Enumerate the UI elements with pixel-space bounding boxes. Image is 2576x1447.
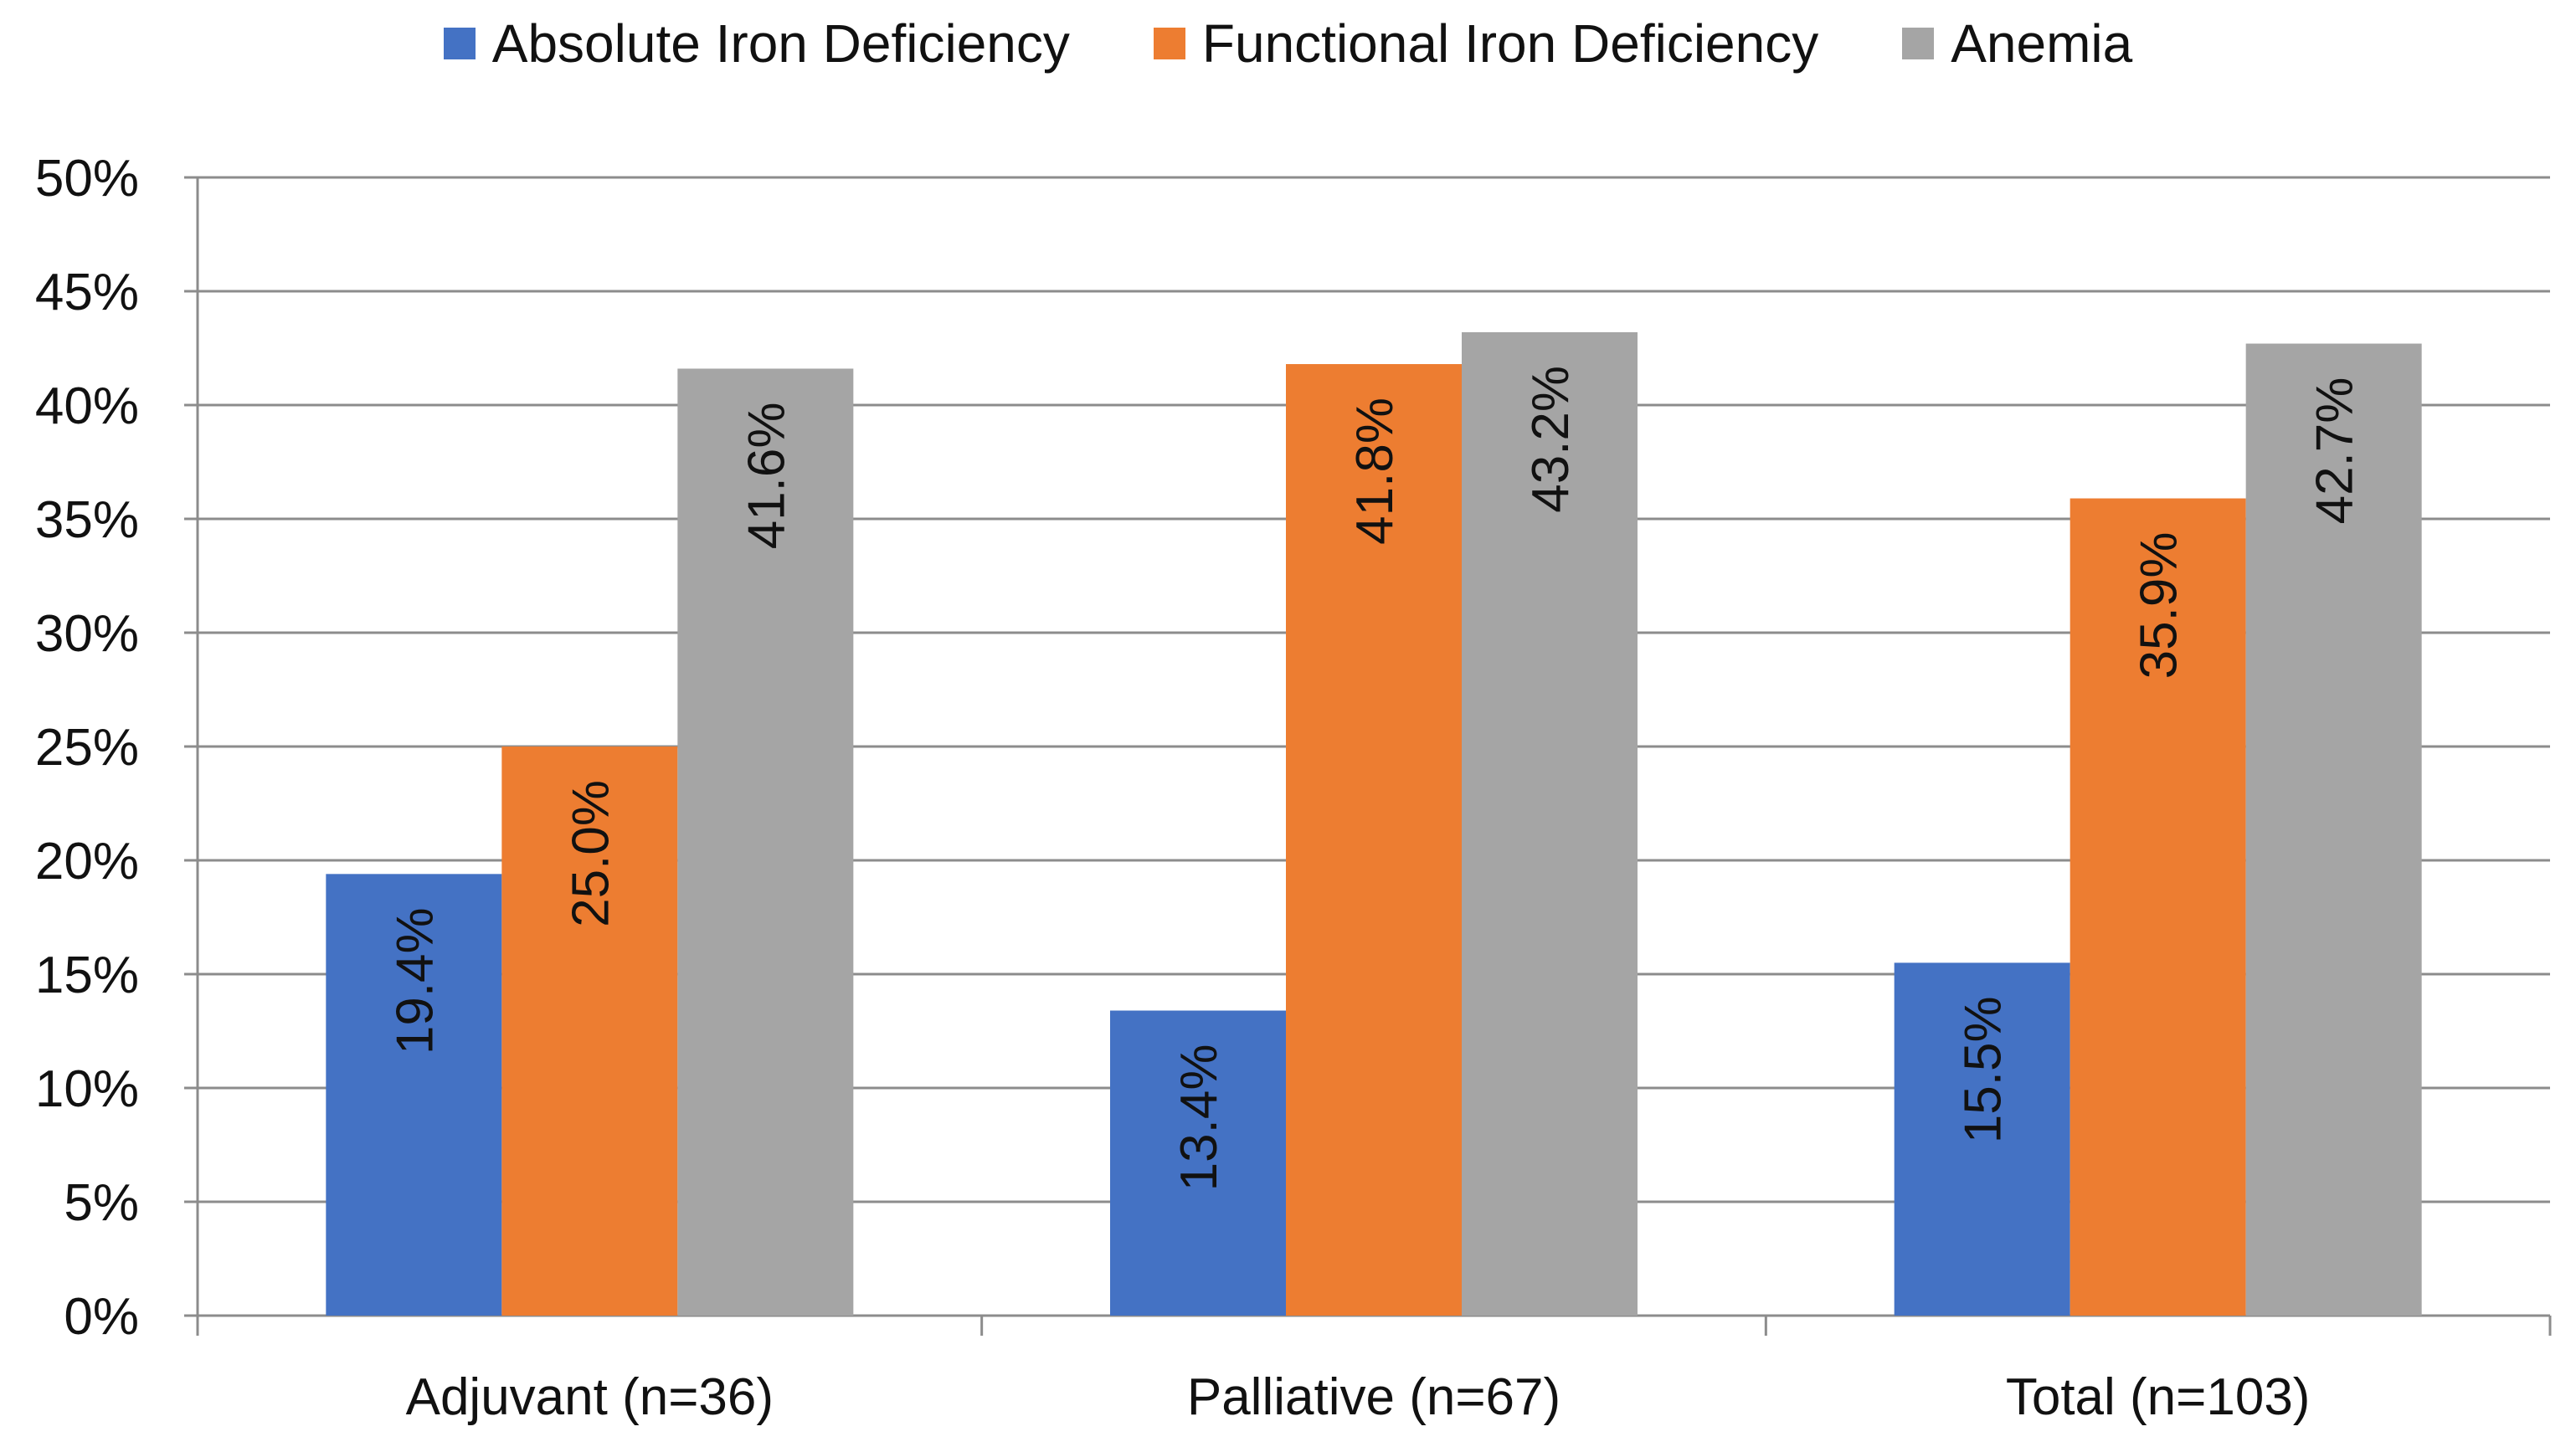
bar [1462, 331, 1638, 1316]
y-tick-label: 40% [35, 377, 139, 435]
data-label: 15.5% [1955, 996, 2013, 1143]
legend-label-anemia: Anemia [1951, 13, 2133, 74]
data-label: 41.6% [738, 402, 795, 549]
legend-swatch-functional [1153, 28, 1185, 59]
bar [2070, 498, 2246, 1316]
data-label: 13.4% [1170, 1044, 1228, 1192]
y-tick-label: 25% [35, 719, 139, 777]
data-label: 42.7% [2306, 377, 2364, 525]
y-tick-label: 50% [35, 150, 139, 208]
data-label: 35.9% [2131, 532, 2188, 680]
legend-item-absolute-iron-deficiency: Absolute Iron Deficiency [443, 13, 1070, 74]
y-tick-label: 30% [35, 605, 139, 663]
data-label: 25.0% [562, 780, 620, 927]
bar [326, 874, 502, 1316]
y-tick-label: 35% [35, 491, 139, 549]
y-tick-label: 0% [64, 1288, 139, 1346]
y-tick-label: 20% [35, 833, 139, 890]
y-tick-label: 5% [64, 1174, 139, 1232]
y-tick-label: 45% [35, 264, 139, 321]
y-tick-label: 10% [35, 1060, 139, 1118]
bar [2245, 343, 2422, 1316]
x-category-label: Adjuvant (n=36) [406, 1368, 774, 1426]
data-label: 19.4% [386, 907, 444, 1054]
data-label: 43.2% [1522, 366, 1580, 513]
legend-label-absolute: Absolute Iron Deficiency [491, 13, 1070, 74]
legend-swatch-absolute [443, 28, 476, 59]
legend-item-functional-iron-deficiency: Functional Iron Deficiency [1153, 13, 1819, 74]
bar [501, 747, 678, 1316]
legend-item-anemia: Anemia [1902, 13, 2132, 74]
legend-swatch-anemia [1902, 28, 1935, 59]
bar [677, 368, 854, 1316]
chart-legend: Absolute Iron Deficiency Functional Iron… [0, 10, 2576, 77]
legend-label-functional: Functional Iron Deficiency [1201, 13, 1819, 74]
data-label: 41.8% [1346, 398, 1404, 545]
x-category-label: Total (n=103) [2006, 1368, 2311, 1426]
bar [1286, 364, 1462, 1316]
bar [1110, 1010, 1286, 1316]
bar [1894, 962, 2070, 1316]
y-tick-label: 15% [35, 947, 139, 1004]
x-category-label: Palliative (n=67) [1187, 1368, 1561, 1426]
